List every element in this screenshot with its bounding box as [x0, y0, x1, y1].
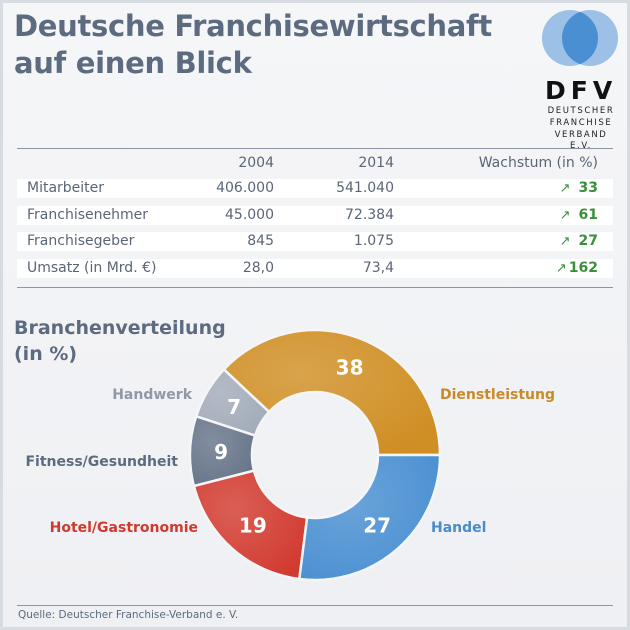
section-title-line-1: Branchenverteilung	[14, 317, 226, 339]
title-line-1: Deutsche Franchisewirtschaft	[14, 9, 492, 43]
slice-value-label: 27	[363, 514, 391, 538]
value-2004: 406.000	[216, 180, 274, 196]
source-note: Quelle: Deutscher Franchise-Verband e. V…	[18, 609, 239, 621]
section-title: Branchenverteilung (in %)	[14, 315, 226, 367]
value-2004: 845	[247, 233, 274, 249]
slice-category-label: Hotel/Gastronomie	[50, 520, 198, 536]
row-label: Franchisegeber	[27, 233, 135, 249]
donut-slice-shading	[193, 470, 308, 580]
growth-value: ↗ 162	[556, 259, 598, 278]
value-2014: 541.040	[336, 180, 394, 196]
slice-value-label: 19	[239, 514, 267, 538]
row-label: Umsatz (in Mrd. €)	[27, 260, 157, 276]
table-header-row: 2004 2014 Wachstum (in %)	[17, 154, 613, 173]
growth-value: ↗ 33	[560, 179, 598, 198]
growth-number: 162	[568, 260, 598, 276]
section-title-line-2: (in %)	[14, 343, 78, 365]
value-2004: 28,0	[242, 260, 274, 276]
dfv-logo: DFV DEUTSCHER FRANCHISE VERBAND E.V.	[540, 8, 620, 151]
row-label: Franchisenehmer	[27, 207, 148, 223]
column-header-2004: 2004	[238, 155, 274, 171]
donut-slice-shading	[223, 329, 440, 455]
value-2014: 72.384	[345, 207, 394, 223]
logo-line-3: VERBAND E.V.	[554, 130, 608, 151]
trend-up-icon: ↗	[559, 234, 571, 249]
slice-category-label: Handwerk	[112, 387, 192, 403]
table-top-divider	[17, 148, 613, 149]
logo-line-1: DEUTSCHER	[547, 106, 615, 116]
table-bottom-divider	[17, 287, 613, 288]
table-row: Mitarbeiter 406.000 541.040 ↗ 33	[17, 179, 613, 198]
footer-divider	[17, 605, 613, 606]
logo-abbreviation: DFV	[545, 76, 618, 105]
value-2014: 1.075	[353, 233, 394, 249]
growth-number: 61	[578, 207, 598, 223]
donut-slice-shading	[190, 416, 256, 487]
growth-number: 33	[578, 180, 598, 196]
slice-category-label: Fitness/Gesundheit	[25, 454, 178, 470]
slice-value-label: 7	[227, 395, 241, 419]
growth-value: ↗ 61	[560, 206, 598, 225]
value-2004: 45.000	[225, 207, 274, 223]
table-row: Franchisenehmer 45.000 72.384 ↗ 61	[17, 206, 613, 225]
table-row: Umsatz (in Mrd. €) 28,0 73,4 ↗ 162	[17, 259, 613, 278]
trend-up-icon: ↗	[559, 208, 571, 223]
logo-circles-icon	[542, 10, 618, 66]
title-line-2: auf einen Blick	[14, 46, 252, 80]
column-header-growth: Wachstum (in %)	[478, 155, 598, 171]
table-row: Franchisegeber 845 1.075 ↗ 27	[17, 232, 613, 251]
donut-slice-shading	[299, 455, 440, 580]
slice-value-label: 9	[214, 440, 228, 464]
trend-up-icon: ↗	[555, 261, 567, 276]
logo-line-2: FRANCHISE	[549, 118, 613, 128]
growth-number: 27	[578, 233, 598, 249]
row-label: Mitarbeiter	[27, 180, 105, 196]
column-header-2014: 2014	[358, 155, 394, 171]
slice-value-label: 38	[336, 356, 364, 380]
value-2014: 73,4	[362, 260, 394, 276]
page-title: Deutsche Franchisewirtschaft auf einen B…	[14, 8, 492, 82]
slice-category-label: Handel	[431, 520, 486, 536]
logo-circle-overlap	[562, 10, 598, 66]
donut-slice-shading	[196, 369, 270, 436]
slice-category-label: Dienstleistung	[440, 387, 555, 403]
growth-value: ↗ 27	[560, 232, 598, 251]
trend-up-icon: ↗	[559, 181, 571, 196]
